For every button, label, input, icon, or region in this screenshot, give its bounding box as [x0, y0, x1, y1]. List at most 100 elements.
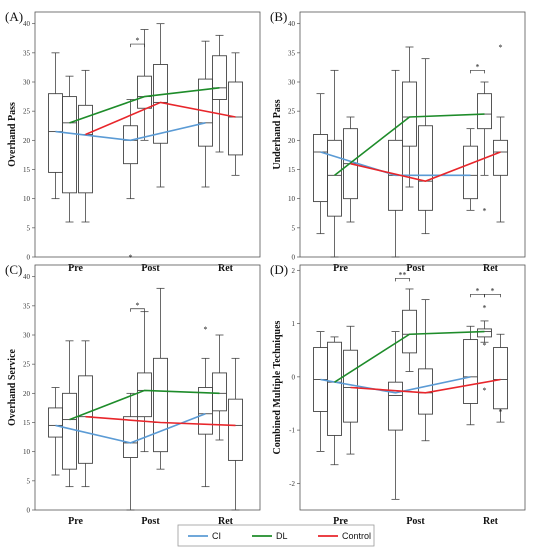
bracket-line — [395, 277, 410, 282]
box-ci-pre — [48, 387, 63, 476]
significance-label: * — [136, 301, 140, 310]
significance-label: * — [136, 36, 140, 45]
y-tick-label: -2 — [289, 480, 295, 488]
y-tick-label: 20 — [23, 390, 31, 398]
plot-frame — [299, 264, 526, 511]
y-tick-label: 35 — [23, 49, 31, 57]
box-iqr — [228, 81, 243, 156]
box-iqr — [477, 328, 492, 338]
box-iqr — [418, 125, 433, 211]
box-iqr — [402, 81, 417, 147]
box-iqr — [327, 341, 342, 436]
outlier-marker: * — [483, 304, 487, 313]
panel-b: (B) 0 5 10 15 20 25 30 35 40 Underhand Pass Pre Post… — [270, 9, 526, 274]
plot-frame — [34, 264, 261, 511]
bracket-line — [130, 308, 145, 312]
mean-line-dl — [334, 113, 485, 176]
panel-a: (A) 0 5 10 15 20 25 30 35 40 Overhand Pass Pre Post R… — [5, 9, 261, 274]
y-tick-label: 20 — [23, 137, 31, 145]
legend-label: DL — [276, 531, 288, 541]
y-tick-label: 40 — [288, 20, 296, 28]
panel-c: (C) 0 5 10 15 20 25 30 35 40 Overhand Service Pre Po… — [5, 262, 261, 527]
panel-label: (A) — [5, 9, 23, 24]
y-tick-label: 30 — [288, 79, 296, 87]
significance-label: ** — [399, 270, 407, 279]
y-tick-label: 30 — [23, 79, 31, 87]
category-label: Ret — [218, 516, 234, 527]
box-dl-ret: * — [477, 81, 492, 215]
y-tick-label: 5 — [27, 224, 31, 232]
mean-line-ci — [320, 376, 471, 394]
bracket-line — [130, 43, 145, 48]
box-control-ret: * — [493, 43, 508, 223]
y-tick-label: 2 — [292, 267, 296, 275]
legend-box — [177, 524, 375, 547]
box-iqr — [48, 93, 63, 173]
mean-line-ci — [55, 413, 206, 444]
box-ci-pre — [48, 52, 63, 200]
box-ci-ret: * — [198, 325, 213, 488]
box-iqr — [493, 347, 508, 410]
y-tick-label: 0 — [27, 507, 31, 515]
y-tick-label: 10 — [23, 195, 31, 203]
y-tick-label: 15 — [288, 166, 296, 174]
box-control-pre — [78, 69, 93, 223]
box-dl-post — [137, 311, 152, 453]
box-iqr — [123, 125, 138, 165]
mean-line-dl — [69, 389, 220, 421]
box-control-pre — [343, 325, 358, 455]
plot-frame — [34, 11, 261, 258]
category-label: Pre — [333, 263, 348, 274]
significance-bracket: * — [470, 62, 485, 74]
box-dl-post — [402, 288, 417, 372]
category-label: Post — [406, 516, 425, 527]
mean-line-control — [350, 378, 501, 394]
y-tick-label: 20 — [288, 137, 296, 145]
y-axis-label: Overhand Pass — [7, 102, 18, 167]
panel-label: (C) — [5, 262, 22, 277]
box-iqr — [388, 381, 403, 431]
box-iqr — [137, 372, 152, 418]
box-iqr — [493, 139, 508, 176]
box-ci-ret — [463, 325, 478, 426]
y-tick-label: 5 — [27, 477, 31, 485]
box-iqr — [212, 55, 227, 100]
legend-item-ci: CI — [188, 531, 221, 541]
plot-frame — [299, 11, 526, 258]
y-tick-label: 40 — [23, 273, 31, 281]
box-control-post — [418, 299, 433, 442]
box-ci-post — [123, 392, 138, 511]
box-dl-pre — [327, 336, 342, 466]
significance-bracket: ** — [395, 270, 410, 282]
y-tick-label: 0 — [292, 254, 296, 262]
box-ci-ret — [463, 128, 478, 211]
significance-bracket: * — [130, 36, 145, 48]
y-tick-label: 25 — [23, 108, 31, 116]
box-dl-pre — [62, 340, 77, 488]
box-iqr — [153, 357, 168, 453]
box-ci-post: * — [123, 99, 138, 262]
box-control-post — [418, 58, 433, 235]
box-ci-pre — [313, 331, 328, 452]
significance-label: * — [476, 62, 480, 71]
mean-line-ci — [55, 122, 206, 142]
box-control-post — [153, 287, 168, 470]
mean-line-dl — [69, 87, 220, 124]
legend-item-dl: DL — [252, 531, 288, 541]
box-iqr — [78, 375, 93, 464]
y-tick-label: 0 — [27, 254, 31, 262]
category-label: Pre — [68, 516, 83, 527]
outlier-marker: * — [483, 386, 487, 395]
box-iqr — [402, 309, 417, 354]
box-iqr — [62, 96, 77, 194]
outlier-marker: * — [483, 341, 487, 350]
mean-line-control — [85, 101, 236, 136]
panel-label: (D) — [270, 262, 288, 277]
box-iqr — [477, 93, 492, 130]
y-tick-label: 15 — [23, 166, 31, 174]
y-tick-label: 5 — [292, 224, 296, 232]
y-tick-label: 25 — [23, 361, 31, 369]
box-control-ret: * — [493, 333, 508, 423]
